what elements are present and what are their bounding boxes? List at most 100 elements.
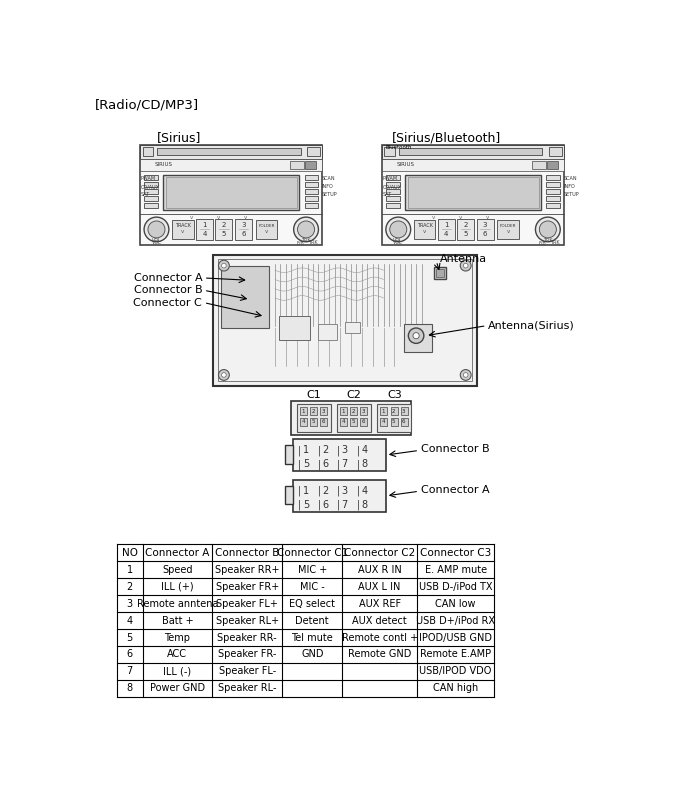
Text: 2: 2 [351,409,355,413]
Circle shape [294,217,318,241]
Bar [382,144,564,245]
Text: 1: 1 [127,565,133,574]
Bar [360,418,368,426]
Text: 1: 1 [301,409,304,413]
Bar [234,219,252,240]
Bar [360,407,368,415]
Text: 5: 5 [312,420,315,424]
Text: SIRIUS: SIRIUS [396,163,414,167]
Text: |: | [318,459,321,469]
Text: Antenna: Antenna [440,254,487,264]
Text: TRK: TRK [550,240,560,245]
Text: |: | [318,500,321,510]
Bar [234,312,237,320]
Bar [386,189,400,194]
Bar [144,189,158,194]
Text: v: v [458,215,462,220]
Text: Power GND: Power GND [150,683,205,694]
Bar [227,291,251,308]
Text: AUX L IN: AUX L IN [358,581,401,592]
Bar [234,275,237,279]
Text: VOL: VOL [393,240,403,245]
Bar [340,407,347,415]
Bar [405,324,433,352]
Text: 6: 6 [241,231,246,237]
Bar [144,181,158,187]
Text: 2: 2 [222,222,226,228]
Text: Connector C2: Connector C2 [344,548,415,558]
Text: EQ select: EQ select [289,599,335,608]
Text: 4: 4 [444,231,449,237]
Text: 5: 5 [392,420,396,424]
Text: PWAM: PWAM [383,176,398,181]
Bar [320,418,327,426]
Text: |: | [298,459,302,469]
Text: |: | [356,445,360,456]
Bar [293,480,386,512]
Text: 1: 1 [342,409,345,413]
Bar [438,219,455,240]
Text: 7: 7 [342,459,348,469]
Bar [405,174,541,210]
Bar [531,161,545,169]
Text: v: v [431,215,435,220]
Circle shape [461,260,471,271]
Text: Speaker RR-: Speaker RR- [217,633,277,642]
Bar [279,316,310,339]
Bar [457,219,474,240]
Bar [230,281,232,285]
Text: Speaker FR+: Speaker FR+ [216,581,279,592]
Text: |: | [337,459,340,469]
Text: v: v [486,215,489,220]
Bar [337,404,371,432]
Bar [297,404,331,432]
Bar [140,144,322,159]
Text: 1: 1 [382,409,385,413]
Bar [345,322,361,334]
Circle shape [222,264,226,268]
Text: Connector B: Connector B [134,286,202,295]
Circle shape [463,372,468,377]
Text: 2: 2 [463,222,468,228]
Bar [477,219,494,240]
Text: VOL: VOL [152,240,162,245]
Text: SCAN: SCAN [321,176,335,181]
Text: Speaker FL+: Speaker FL+ [216,599,278,608]
Text: FOLDER: FOLDER [500,223,517,227]
Bar [350,418,357,426]
Text: v: v [190,215,193,220]
Bar [310,407,317,415]
Text: USB D-/iPod TX: USB D-/iPod TX [419,581,492,592]
Text: F/B: F/B [538,240,546,245]
Text: |: | [356,500,360,510]
Bar [318,324,337,339]
Bar [234,294,237,298]
Text: USB/IPOD VDO: USB/IPOD VDO [419,667,492,676]
Bar [241,281,244,285]
Text: |: | [298,486,302,496]
Text: 4: 4 [202,231,206,237]
Text: Temp: Temp [164,633,190,642]
Circle shape [218,260,230,271]
Bar [244,294,246,298]
Text: |: | [298,445,302,456]
Text: SETUP: SETUP [321,193,337,197]
Text: TRACK: TRACK [416,223,433,228]
Text: AUX R IN: AUX R IN [358,565,402,574]
Text: Connector A: Connector A [421,484,489,495]
Circle shape [218,369,230,380]
Text: USB D+/iPod RX: USB D+/iPod RX [416,615,495,626]
Text: 6: 6 [323,459,328,469]
Text: INFO: INFO [321,184,333,189]
Bar [304,174,318,180]
Bar [230,312,232,320]
Text: Connector C1: Connector C1 [276,548,348,558]
Bar [290,161,304,169]
Text: IPOD/USB GND: IPOD/USB GND [419,633,492,642]
Text: ILL (-): ILL (-) [163,667,192,676]
Bar [143,147,153,156]
Bar [144,174,158,180]
Text: 5: 5 [351,420,355,424]
Text: TRK: TRK [543,237,553,243]
Text: Speaker RR+: Speaker RR+ [215,565,279,574]
